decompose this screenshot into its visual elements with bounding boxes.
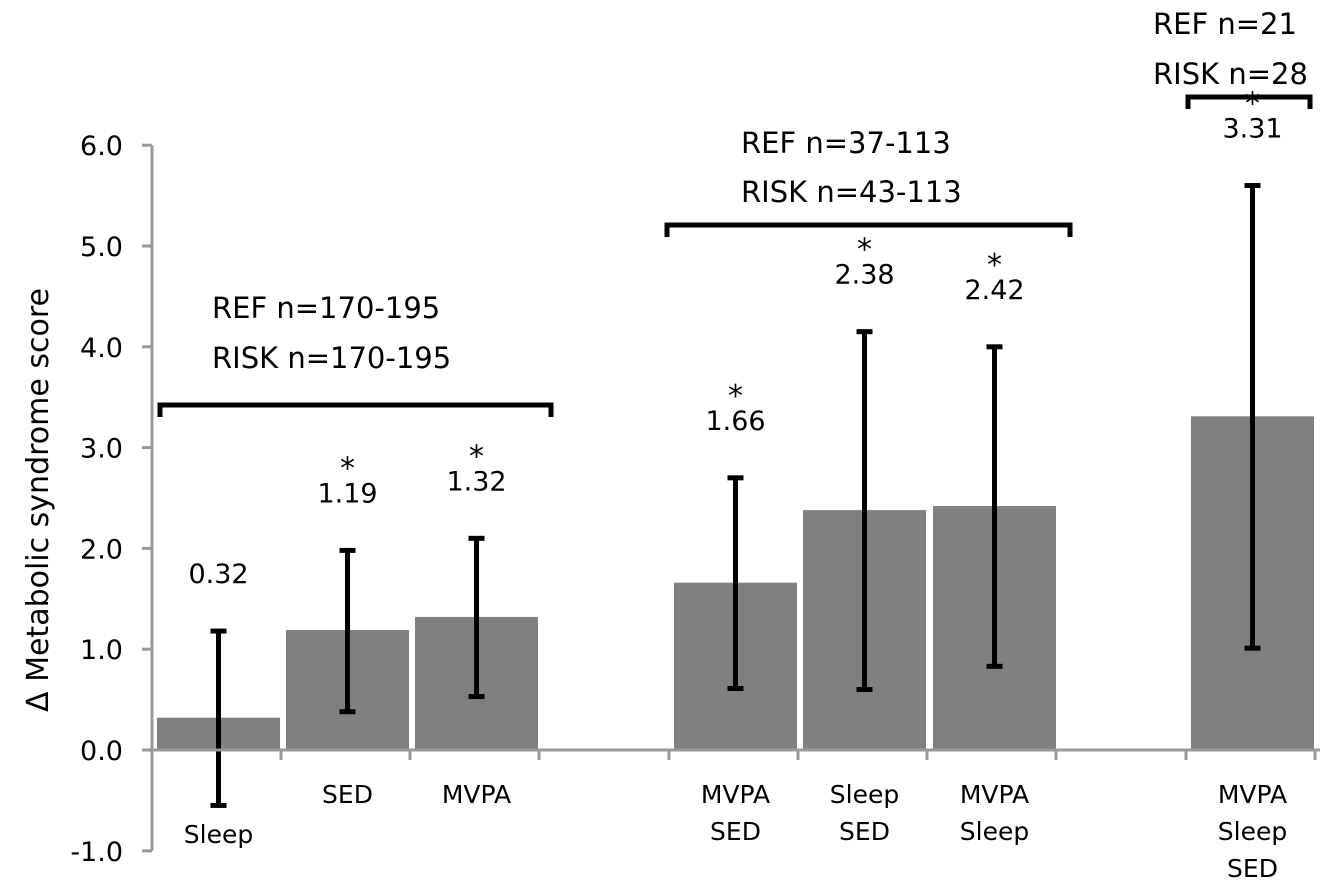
value-label: 1.66: [705, 406, 765, 437]
group-sample-size: RISK n=170-195: [212, 341, 451, 375]
y-tick-label: 1.0: [80, 635, 123, 666]
axes: -1.0 0.0 1.0 2.0 3.0 4.0 5.0 6.0: [70, 131, 1320, 868]
y-tick-label: 4.0: [80, 333, 123, 364]
error-bars: [210, 183, 1261, 808]
category-label: Sleep: [830, 780, 899, 809]
y-tick-label: 5.0: [80, 232, 123, 263]
group-sample-size: RISK n=43-113: [741, 175, 962, 209]
category-label: MVPA: [701, 780, 770, 809]
value-label: 2.42: [964, 275, 1024, 306]
y-tick-label: 2.0: [80, 534, 123, 565]
significance-star: *: [1245, 87, 1260, 122]
group-sample-size: RISK n=28: [1153, 57, 1308, 91]
category-label: MVPA: [442, 780, 511, 809]
value-label: 2.38: [834, 260, 894, 291]
category-label: SED: [839, 817, 890, 846]
value-label: 3.31: [1222, 114, 1282, 145]
group-sample-size: REF n=37-113: [741, 126, 951, 160]
group-sample-size: REF n=21: [1153, 7, 1297, 41]
category-label: SED: [322, 780, 373, 809]
value-label: 1.19: [317, 478, 377, 509]
category-label: Sleep: [1218, 817, 1287, 846]
category-label: SED: [710, 817, 761, 846]
group-bracket: [157, 402, 554, 417]
group-bracket: [1185, 94, 1313, 109]
group-annotations: REF n=170-195 RISK n=170-195 REF n=37-113 R…: [157, 7, 1313, 417]
value-label: 1.32: [446, 466, 506, 497]
category-label: Sleep: [184, 820, 253, 849]
category-label: MVPA: [1218, 780, 1287, 809]
category-label: Sleep: [960, 817, 1029, 846]
category-label: SED: [1227, 854, 1278, 883]
significance-star: *: [728, 379, 743, 414]
value-label: 0.32: [188, 559, 248, 590]
significance-star: *: [987, 248, 1002, 283]
group-sample-size: REF n=170-195: [212, 291, 440, 325]
y-tick-label: -1.0: [70, 837, 123, 868]
y-tick-label: 0.0: [80, 736, 123, 767]
category-labels: Sleep SED MVPA MVPA SED Sleep SED MVPA Sleep MVPA…: [184, 780, 1287, 883]
significance-star: *: [857, 233, 872, 268]
significance-star: *: [469, 439, 484, 474]
y-tick-label: 6.0: [80, 131, 123, 162]
y-axis-label: Δ Metabolic syndrome score: [21, 288, 56, 712]
category-label: MVPA: [960, 780, 1029, 809]
significance-star: *: [340, 451, 355, 486]
y-tick-label: 3.0: [80, 434, 123, 465]
group-bracket: [664, 222, 1073, 237]
value-labels: 0.321.19* 1.32*1.66*2.38*2.42*3.31*: [188, 87, 1282, 591]
